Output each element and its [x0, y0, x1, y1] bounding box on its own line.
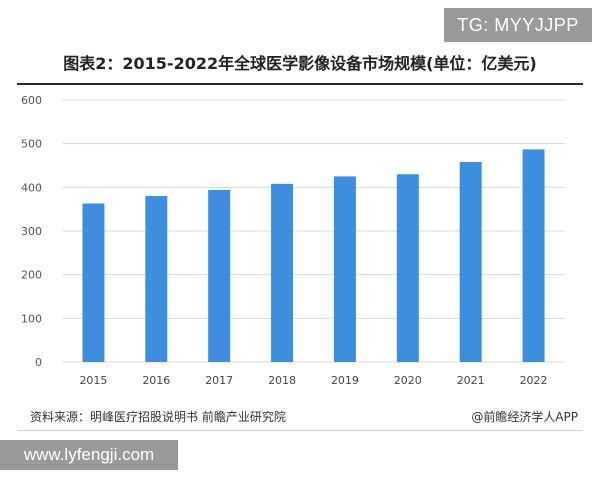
- x-tick-label: 2022: [520, 374, 548, 387]
- bar-2022: [522, 149, 545, 362]
- bar-2018: [271, 183, 294, 362]
- bar-2020: [396, 174, 419, 362]
- x-tick-label: 2018: [268, 374, 296, 387]
- telegram-watermark-badge: TG: MYYJJPP: [444, 8, 592, 42]
- footer-divider: [17, 430, 583, 431]
- y-tick-label: 300: [21, 225, 42, 238]
- x-tick-label: 2017: [205, 374, 233, 387]
- y-tick-label: 500: [21, 138, 42, 151]
- x-tick-label: 2016: [142, 374, 170, 387]
- x-tick-label: 2021: [457, 374, 485, 387]
- x-tick-label: 2019: [331, 374, 359, 387]
- x-tick-label: 2015: [79, 374, 107, 387]
- y-tick-label: 200: [21, 269, 42, 282]
- bar-2019: [333, 176, 356, 362]
- x-tick-label: 2020: [394, 374, 422, 387]
- url-watermark-badge: www.lyfengji.com: [0, 440, 178, 470]
- y-tick-label: 600: [21, 94, 42, 107]
- source-note: 资料来源：明峰医疗招股说明书 前瞻产业研究院: [30, 410, 286, 424]
- bar-2021: [459, 162, 482, 362]
- bar-chart: 0 100 200 300 400 500 600 2015 2016 2017 2018 2019 2…: [21, 94, 565, 387]
- credit-label: @前瞻经济学人APP: [471, 410, 578, 424]
- bar-2017: [208, 189, 231, 362]
- title-divider: [17, 83, 583, 85]
- bar-2016: [145, 196, 168, 362]
- y-tick-label: 0: [35, 356, 42, 369]
- y-tick-label: 100: [21, 312, 42, 325]
- y-tick-label: 400: [21, 181, 42, 194]
- bar-2015: [82, 203, 105, 362]
- chart-title: 图表2：2015-2022年全球医学影像设备市场规模(单位：亿美元): [63, 54, 537, 73]
